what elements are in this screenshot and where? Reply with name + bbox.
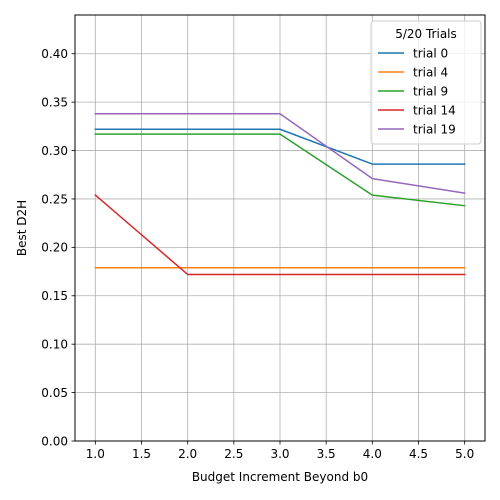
legend-entry-label: trial 9 (413, 84, 448, 98)
y-tick-label: 0.05 (41, 386, 68, 400)
ticks: 1.0 1.5 2.0 2.5 3.0 3.5 4.0 4.5 5.0 0.00 0.05 0.10 0… (41, 47, 474, 461)
legend-entry-label: trial 0 (413, 46, 448, 60)
x-tick-label: 5.0 (455, 447, 474, 461)
y-axis-label: Best D2H (15, 200, 29, 256)
y-tick-label: 0.20 (41, 241, 68, 255)
x-tick-label: 4.5 (409, 447, 428, 461)
x-tick-label: 1.5 (132, 447, 151, 461)
series-line-trial-19 (94, 113, 466, 195)
series-layer (94, 113, 466, 276)
y-tick-label: 0.40 (41, 47, 68, 61)
y-tick-label: 0.35 (41, 95, 68, 109)
y-tick-label: 0.15 (41, 289, 68, 303)
series-line-trial-0 (94, 128, 466, 165)
legend-entry-label: trial 4 (413, 65, 448, 79)
legend-entry-label: trial 14 (413, 103, 456, 117)
legend: 5/20 Trials trial 0 trial 4 trial 9 trial 1… (370, 20, 482, 145)
y-tick-label: 0.30 (41, 144, 68, 158)
legend-title: 5/20 Trials (395, 27, 457, 41)
x-tick-label: 1.0 (86, 447, 105, 461)
legend-box (370, 20, 482, 145)
y-tick-label: 0.25 (41, 192, 68, 206)
x-tick-label: 2.0 (178, 447, 197, 461)
series-line-trial-14 (94, 194, 466, 276)
y-tick-label: 0.10 (41, 337, 68, 351)
x-tick-label: 2.5 (224, 447, 243, 461)
x-axis-label: Budget Increment Beyond b0 (192, 470, 368, 484)
series-line-trial-9 (94, 133, 466, 207)
y-tick-label: 0.00 (41, 434, 68, 448)
x-tick-label: 3.0 (270, 447, 289, 461)
x-tick-label: 3.5 (317, 447, 336, 461)
x-tick-label: 4.0 (363, 447, 382, 461)
legend-entry-label: trial 19 (413, 122, 456, 136)
